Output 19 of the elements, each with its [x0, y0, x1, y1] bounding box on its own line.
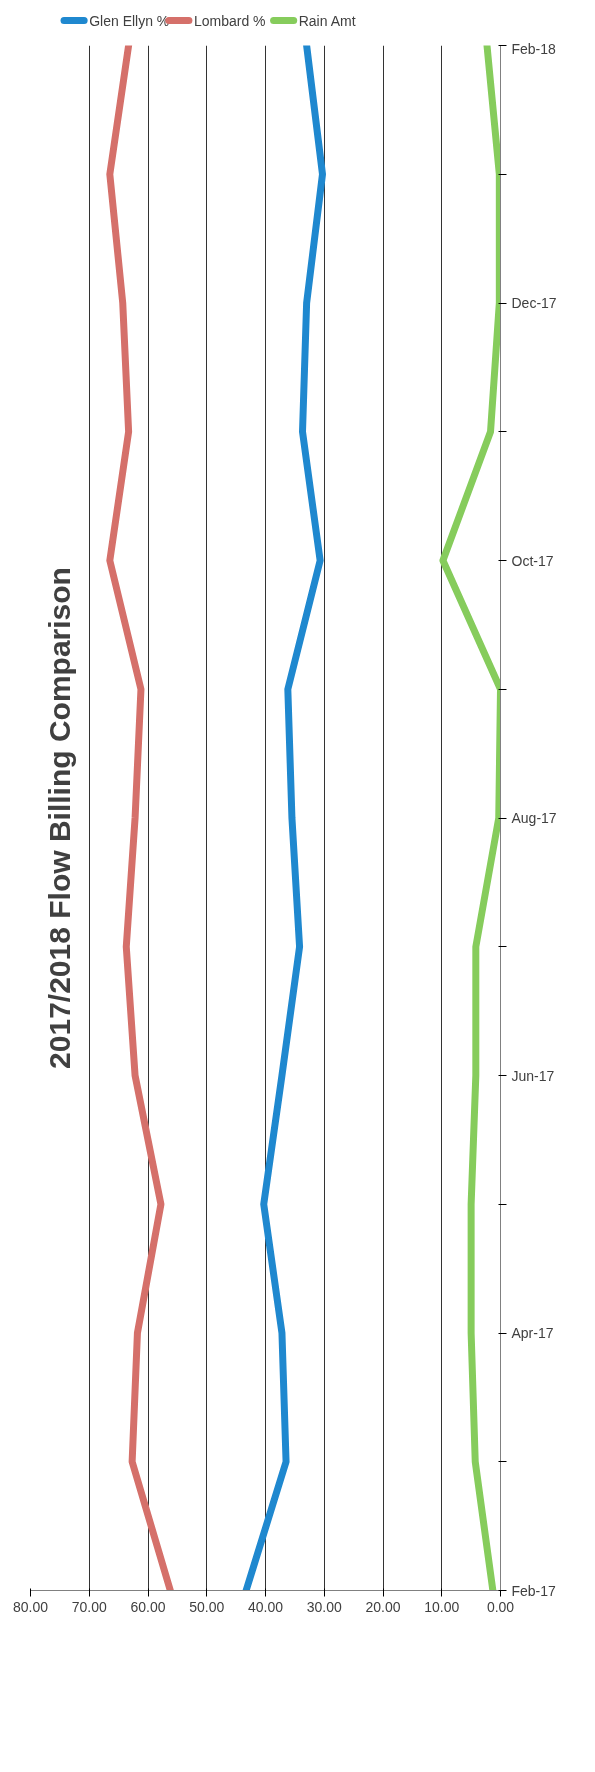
- y-tick-label: Feb-18: [511, 40, 557, 57]
- x-tick-label: 10.00: [424, 1598, 460, 1615]
- text: 2017/2018 Flow Billing Comparison: [42, 567, 76, 1069]
- legend-label: Lombard %: [193, 12, 266, 29]
- y-tick-label: Feb-17: [511, 1582, 557, 1599]
- x-tick-label: 80.00: [12, 1598, 49, 1615]
- y-tick-label: Jun-17: [511, 1067, 555, 1084]
- y-tick-label: Dec-17: [511, 295, 557, 311]
- y-tick-label: Aug-17: [511, 810, 557, 826]
- x-tick-label: 20.00: [365, 1598, 401, 1615]
- x-tick-label: 70.00: [71, 1598, 107, 1615]
- x-tick-label: 60.00: [130, 1598, 166, 1615]
- x-tick-label: 0.00: [486, 1598, 515, 1615]
- y-tick-label: Oct-17: [511, 552, 554, 569]
- x-tick-label: 50.00: [189, 1598, 225, 1615]
- legend-label: Rain Amt: [298, 12, 356, 29]
- y-tick-label: Apr-17: [511, 1325, 554, 1341]
- x-tick-label: 40.00: [247, 1598, 284, 1615]
- x-tick-label: 30.00: [306, 1598, 342, 1615]
